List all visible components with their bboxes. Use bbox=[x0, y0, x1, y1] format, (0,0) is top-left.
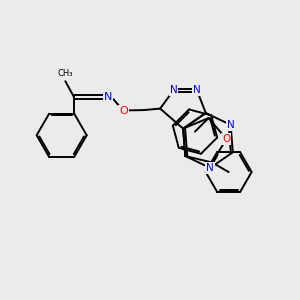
Text: CH₃: CH₃ bbox=[58, 69, 73, 78]
Text: N: N bbox=[169, 85, 177, 95]
Text: O: O bbox=[119, 106, 128, 116]
Text: N: N bbox=[193, 85, 201, 95]
Text: O: O bbox=[222, 134, 231, 144]
Text: N: N bbox=[227, 120, 235, 130]
Text: N: N bbox=[206, 163, 214, 173]
Text: N: N bbox=[104, 92, 112, 102]
